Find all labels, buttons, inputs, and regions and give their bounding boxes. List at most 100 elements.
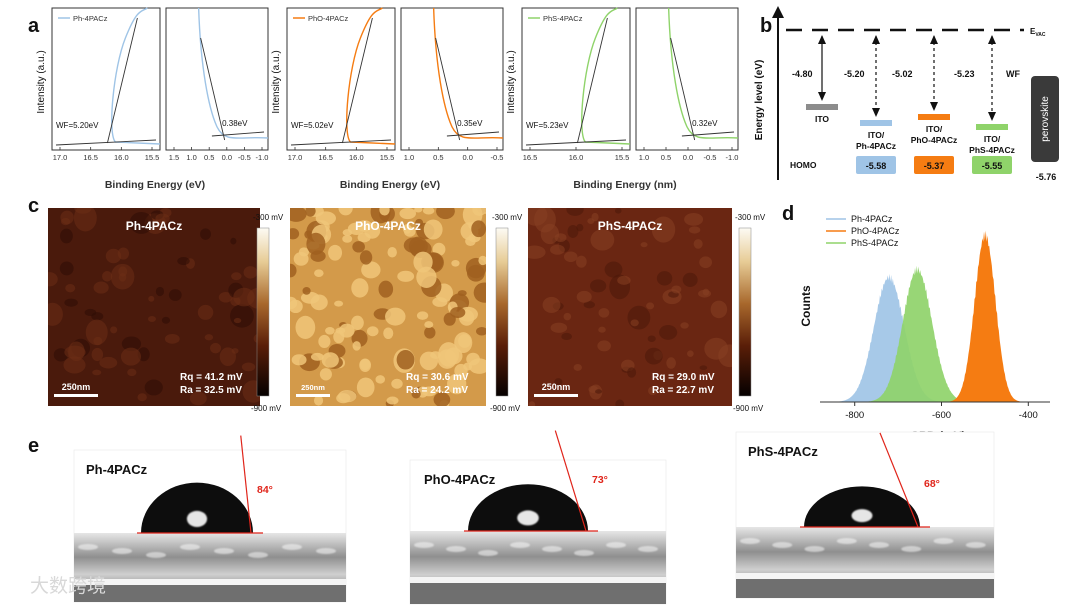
ups-baseline-fit xyxy=(290,139,392,146)
kpfm-colorbar-max: -300 mV xyxy=(735,213,766,222)
kpfm-grain xyxy=(334,300,344,307)
kpfm-grain xyxy=(242,380,260,403)
kpfm-grain xyxy=(576,223,584,232)
perovskite-label: perovskite xyxy=(1040,96,1051,142)
panel-letter-a: a xyxy=(28,15,40,37)
kpfm-grain xyxy=(121,336,142,352)
kpfm-map-2: PhO-4PACz 250nm Rq = 30.6 mV Ra = 24.2 mV -3… xyxy=(290,208,523,413)
kpfm-grain xyxy=(528,245,546,259)
photo-reflection xyxy=(606,542,626,548)
kpfm-grain xyxy=(351,315,364,330)
kpfm-grain xyxy=(105,248,122,264)
kpfm-grain xyxy=(397,270,415,282)
panel-letter-c: c xyxy=(28,195,39,217)
kpfm-grain xyxy=(693,239,703,249)
kpfm-grain xyxy=(291,354,307,366)
kpfm-ra: Ra = 22.7 mV xyxy=(652,385,714,396)
wf-arrow-head-up xyxy=(988,35,996,44)
kpfm-grain xyxy=(598,307,610,318)
ups-left-plot-1: Ph-4PACz WF=5.20eV 17.0 16.5 16.0 15.5 xyxy=(51,7,161,162)
kpfm-grain xyxy=(73,208,97,232)
perovskite-bar xyxy=(1031,76,1059,162)
ups-wf-annotation: WF=5.23eV xyxy=(526,121,569,130)
ups-cutoff-curve xyxy=(346,7,396,145)
kpfm-grain xyxy=(352,341,361,351)
energy-level-1: -4.80 ITO xyxy=(792,35,838,124)
droplet-highlight xyxy=(186,510,208,527)
kpfm-grain xyxy=(375,375,385,384)
kpfm-colorbar xyxy=(256,227,270,397)
kpfm-grain xyxy=(197,304,214,320)
kpfm-grain xyxy=(561,332,572,341)
ups-panel: Intensity (a.u.) Intensity (a.u.) Intens… xyxy=(36,7,739,191)
kpfm-colorbar-min: -900 mV xyxy=(251,404,282,413)
kpfm-grain xyxy=(550,322,568,333)
photo-reflection xyxy=(146,552,166,558)
kpfm-grain xyxy=(231,272,242,281)
ups-tick-label: 0.5 xyxy=(661,153,671,162)
wf-arrow-head-down xyxy=(988,112,996,121)
kpfm-grain xyxy=(567,225,579,238)
photo-reflection xyxy=(510,542,530,548)
kpfm-grain xyxy=(147,316,157,323)
ups-wf-annotation: WF=5.20eV xyxy=(56,121,99,130)
kpfm-grain xyxy=(640,242,648,248)
level-label: ITO/ xyxy=(868,130,885,140)
ups-baseline-fit xyxy=(55,139,157,146)
energy-level-4: -5.23 ITO/PhS-4PACz -5.55 xyxy=(954,35,1015,174)
kpfm-grain xyxy=(120,347,142,366)
level-label: ITO/ xyxy=(984,134,1001,144)
kpfm-grain xyxy=(321,352,339,368)
kpfm-grain xyxy=(684,212,704,226)
kpfm-grain xyxy=(604,261,623,278)
kpfm-grain xyxy=(648,386,658,396)
kpfm-grain xyxy=(416,311,429,320)
ups-onset-fit xyxy=(200,37,226,141)
contact-photo-1: 84° Ph-4PACz xyxy=(73,435,347,603)
kpfm-grain xyxy=(436,208,455,220)
kpfm-grain xyxy=(682,385,691,395)
kpfm-grain xyxy=(155,286,165,297)
water-droplet xyxy=(804,486,920,527)
level-label: ITO/ xyxy=(926,124,943,134)
droplet-highlight xyxy=(517,510,539,526)
kpfm-grain xyxy=(102,271,113,282)
kpfm-grain xyxy=(554,378,563,386)
photo-reflection xyxy=(446,546,466,552)
kpfm-grain xyxy=(302,286,311,295)
panel-letter-b: b xyxy=(760,15,772,37)
ups-vbm-annotation: 0.32eV xyxy=(692,119,718,128)
kpfm-grain xyxy=(318,334,331,349)
kpfm-scalebar-label: 250nm xyxy=(62,382,91,392)
kpfm-grain xyxy=(386,396,399,405)
ups-tick-label: 0.0 xyxy=(222,153,232,162)
ups-right-plot-2: 0.35eV 1.0 0.5 0.0 -0.5 xyxy=(400,7,504,162)
photo-substrate-band xyxy=(410,577,666,583)
wf-arrow-head-down xyxy=(818,92,826,101)
cpd-series-pho-4pacz xyxy=(943,230,1027,402)
kpfm-grain xyxy=(385,307,406,326)
ups-legend-label: Ph-4PACz xyxy=(73,14,108,23)
homo-label: HOMO xyxy=(790,160,817,170)
kpfm-grain xyxy=(698,289,712,298)
kpfm-grain xyxy=(598,326,606,333)
kpfm-grain xyxy=(413,251,433,273)
kpfm-grain xyxy=(233,287,255,307)
kpfm-grain xyxy=(168,289,182,301)
kpfm-grain xyxy=(127,368,137,377)
wf-arrow-head-up xyxy=(930,35,938,44)
kpfm-grain xyxy=(351,278,369,298)
kpfm-grain xyxy=(290,296,298,310)
kpfm-grain xyxy=(583,301,595,309)
kpfm-grain xyxy=(219,347,236,367)
wf-level-bar xyxy=(918,114,950,120)
ups-tick-label: -0.5 xyxy=(238,153,251,162)
kpfm-grain xyxy=(424,321,434,329)
kpfm-scalebar xyxy=(296,394,330,397)
ups-tick-label: -0.5 xyxy=(491,153,504,162)
kpfm-grain xyxy=(466,264,485,282)
kpfm-grain xyxy=(92,369,102,376)
ups-cutoff-fit xyxy=(341,17,373,144)
